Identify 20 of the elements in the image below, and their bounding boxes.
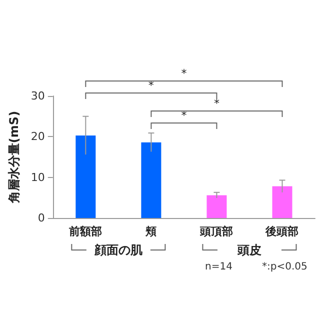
text: * — [148, 79, 154, 92]
x-tick-label: 前額部 — [68, 225, 102, 238]
text: n=14 — [205, 262, 232, 272]
text: 顔面の肌 — [93, 243, 142, 257]
y-axis-title: 角層水分量(mS) — [7, 110, 21, 204]
bar — [206, 195, 227, 218]
text: * — [181, 67, 188, 80]
y-tick-label: 20 — [30, 130, 45, 144]
bar — [76, 135, 96, 218]
bar — [141, 142, 162, 218]
x-tick-label: 頭頂部 — [199, 225, 234, 238]
annotation: * — [214, 97, 220, 110]
text: 頭皮 — [236, 243, 262, 257]
y-tick-label: 30 — [30, 90, 45, 102]
x-tick-label: 頬 — [144, 225, 157, 238]
y-tick-label: 0 — [38, 212, 45, 224]
y-tick-label: 10 — [30, 170, 45, 184]
x-tick-label: 後頭部 — [264, 225, 299, 238]
text: *:p<0.05 — [262, 262, 308, 272]
bar — [272, 186, 292, 218]
